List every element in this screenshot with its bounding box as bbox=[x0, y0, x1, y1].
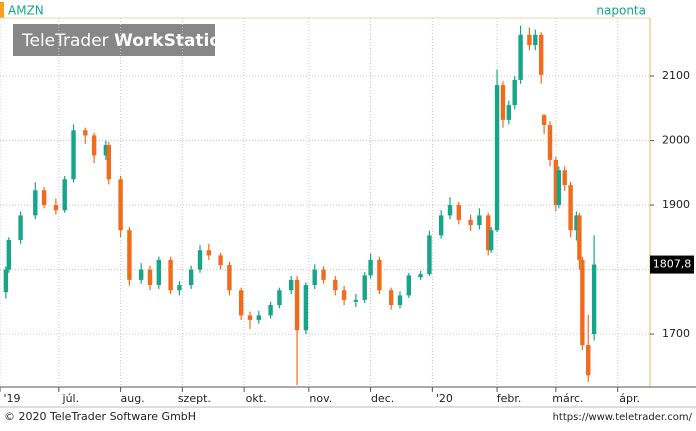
candle-body bbox=[18, 215, 23, 240]
candle-body bbox=[556, 170, 562, 206]
candle-body bbox=[127, 230, 132, 280]
candle-body bbox=[547, 125, 553, 160]
candle-body bbox=[247, 315, 253, 320]
candle-body bbox=[512, 79, 517, 106]
x-tick-label: júl. bbox=[62, 392, 80, 405]
candle-body bbox=[562, 170, 567, 186]
candle-body bbox=[533, 34, 538, 46]
candle-body bbox=[388, 290, 394, 306]
brand-box bbox=[13, 24, 215, 56]
y-tick-label: 2100 bbox=[662, 69, 690, 82]
candle-body bbox=[168, 259, 173, 291]
last-price-label: 1807,8 bbox=[653, 258, 692, 271]
candle-body bbox=[518, 34, 523, 80]
candle-body bbox=[406, 275, 412, 296]
candle-body bbox=[106, 145, 112, 180]
candle-body bbox=[527, 34, 532, 46]
candle-body bbox=[238, 290, 244, 316]
candle-body bbox=[488, 230, 494, 251]
x-tick-label: febr. bbox=[497, 392, 522, 405]
candle-body bbox=[341, 290, 347, 300]
candle-body bbox=[427, 235, 432, 275]
candle-body bbox=[188, 269, 194, 286]
candle-body bbox=[294, 279, 300, 331]
candle-body bbox=[500, 85, 506, 120]
candle-body bbox=[447, 205, 453, 216]
candle-body bbox=[71, 130, 76, 180]
candle-body bbox=[377, 259, 382, 291]
x-tick-label: dec. bbox=[371, 392, 394, 405]
candle-body bbox=[53, 205, 59, 211]
candle-body bbox=[227, 265, 232, 291]
candle-body bbox=[580, 259, 585, 346]
interval: naponta bbox=[596, 4, 646, 18]
candle-body bbox=[118, 179, 123, 231]
url: https://www.teletrader.com/ bbox=[553, 412, 693, 423]
candle-body bbox=[541, 114, 547, 126]
candle-body bbox=[91, 135, 97, 156]
candle-body bbox=[362, 275, 367, 300]
candle-body bbox=[256, 315, 262, 320]
candle-body bbox=[6, 239, 12, 270]
candle-body bbox=[553, 159, 559, 206]
candle-body bbox=[206, 250, 212, 256]
x-tick-label: márc. bbox=[552, 392, 583, 405]
candle-body bbox=[321, 269, 326, 280]
candle-body bbox=[218, 255, 223, 266]
candle-body bbox=[577, 215, 582, 260]
brand: TeleTrader WorkStation bbox=[21, 31, 233, 51]
candle-body bbox=[397, 295, 403, 306]
x-tick-label: aug. bbox=[120, 392, 144, 405]
candle-body bbox=[83, 130, 88, 136]
candle-body bbox=[477, 215, 482, 226]
candle-body bbox=[62, 179, 67, 211]
candle-body bbox=[353, 299, 359, 302]
brand-a: TeleTrader bbox=[21, 31, 109, 51]
candle-body bbox=[468, 219, 473, 226]
last-price-box bbox=[650, 255, 694, 274]
x-tick-label: nov. bbox=[309, 392, 332, 405]
symbol-marker bbox=[0, 2, 4, 18]
candle-body bbox=[333, 279, 338, 291]
candle-body bbox=[438, 215, 444, 236]
candle-body bbox=[147, 269, 153, 286]
candle-body bbox=[41, 190, 47, 206]
candle-body bbox=[368, 259, 373, 276]
symbol: AMZN bbox=[8, 4, 44, 18]
candle-body bbox=[177, 285, 182, 291]
candle-body bbox=[303, 285, 309, 331]
x-tick-label: '19 bbox=[3, 392, 20, 405]
brand-b: WorkStation bbox=[114, 31, 233, 51]
candle-body bbox=[268, 305, 273, 316]
candle-body bbox=[3, 269, 9, 293]
candle-body bbox=[456, 205, 462, 220]
candle-body bbox=[586, 345, 591, 376]
candle-body bbox=[538, 34, 544, 75]
candle-body bbox=[506, 105, 512, 120]
candle-body bbox=[156, 259, 162, 286]
candle-body bbox=[568, 185, 573, 231]
y-tick-label: 1900 bbox=[662, 198, 690, 211]
candle-body bbox=[103, 145, 109, 156]
x-tick-label: ápr. bbox=[619, 392, 640, 405]
candle-body bbox=[418, 274, 423, 278]
candle-body bbox=[288, 279, 294, 291]
candle-body bbox=[591, 264, 597, 335]
candle-body bbox=[486, 215, 491, 251]
x-tick-label: '20 bbox=[436, 392, 453, 405]
y-tick-label: 2000 bbox=[662, 134, 690, 147]
x-tick-label: okt. bbox=[246, 392, 267, 405]
candle-body bbox=[574, 215, 579, 231]
copyright: © 2020 TeleTrader Software GmbH bbox=[4, 410, 196, 423]
candle-body bbox=[197, 250, 203, 270]
candle-body bbox=[138, 269, 144, 280]
candle-body bbox=[494, 85, 500, 231]
y-tick-label: 1700 bbox=[662, 327, 690, 340]
candle-body bbox=[312, 269, 317, 286]
candle-body bbox=[33, 190, 38, 216]
candle-body bbox=[277, 290, 282, 306]
x-tick-label: szept. bbox=[178, 392, 211, 405]
